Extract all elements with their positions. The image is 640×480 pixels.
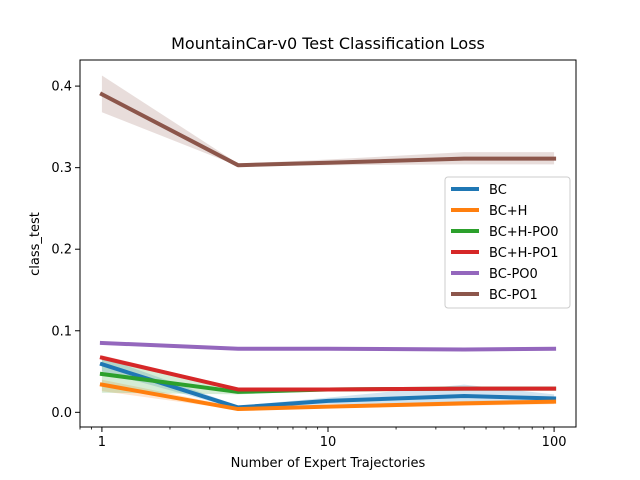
y-axis-label: class_test: [28, 212, 43, 276]
legend-label-3: BC+H-PO1: [489, 246, 558, 261]
y-tick-label: 0.1: [51, 324, 72, 339]
y-tick-label: 0.3: [51, 161, 72, 176]
x-axis-label: Number of Expert Trajectories: [231, 456, 426, 471]
y-tick-label: 0.0: [51, 406, 72, 421]
x-tick-label: 1: [98, 435, 106, 450]
legend-label-5: BC-PO1: [489, 288, 538, 303]
legend-label-1: BC+H: [489, 204, 527, 219]
y-tick-label: 0.4: [51, 80, 72, 95]
legend: BC BC+H BC+H-PO0 BC+H-PO1 BC-PO0 BC-PO1: [444, 176, 571, 309]
x-tick-label: 100: [542, 435, 567, 450]
legend-label-0: BC: [489, 183, 507, 198]
chart-title: MountainCar-v0 Test Classification Loss: [171, 34, 485, 53]
plot-area: 1 10 100 0.0 0.1 0.2 0.3 0.4: [51, 59, 577, 450]
y-tick-label: 0.2: [51, 243, 72, 258]
legend-label-4: BC-PO0: [489, 267, 538, 282]
legend-label-2: BC+H-PO0: [489, 225, 558, 240]
x-tick-label: 10: [320, 435, 337, 450]
